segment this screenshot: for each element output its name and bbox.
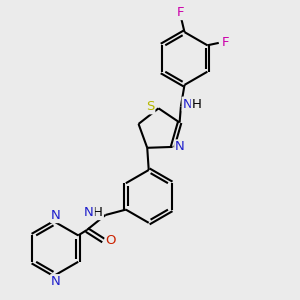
Text: F: F — [222, 36, 230, 49]
Text: N: N — [51, 209, 61, 222]
Text: N: N — [51, 275, 61, 288]
Text: H: H — [192, 98, 202, 111]
Text: N: N — [175, 140, 185, 153]
Text: N: N — [183, 98, 192, 111]
Text: O: O — [106, 234, 116, 247]
Text: H: H — [93, 206, 103, 219]
Text: F: F — [177, 6, 185, 19]
Text: N: N — [84, 206, 94, 219]
Text: S: S — [146, 100, 154, 113]
